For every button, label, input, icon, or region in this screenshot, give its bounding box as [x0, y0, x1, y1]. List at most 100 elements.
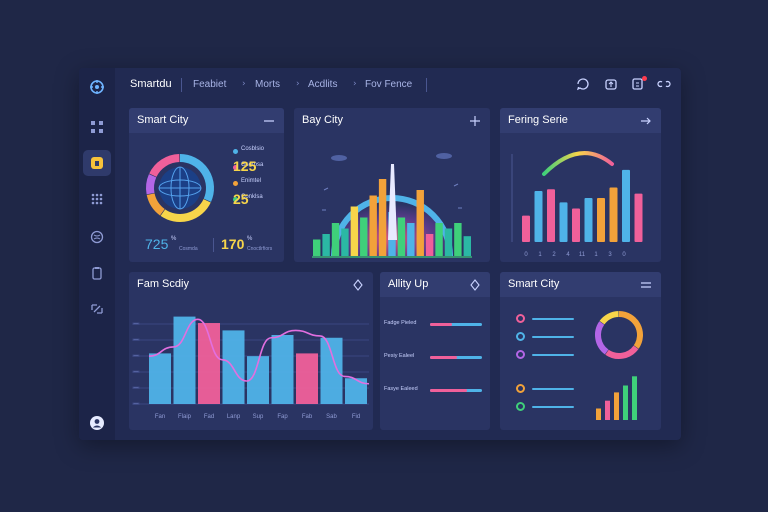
bar — [596, 408, 601, 420]
smart-city-summary-card: Smart City — [500, 272, 661, 430]
x-tick-label: Flaip — [178, 414, 192, 420]
card-header — [500, 108, 661, 133]
share-icon[interactable] — [604, 77, 618, 91]
building — [360, 217, 368, 256]
y-tick — [132, 402, 140, 405]
menu-icon[interactable] — [263, 115, 275, 127]
menu-icon[interactable] — [640, 279, 652, 291]
building — [407, 223, 415, 256]
x-tick-label: Fad — [204, 414, 214, 420]
metric-line — [532, 318, 574, 320]
nav-crumb-4[interactable]: Fov Fence — [365, 79, 413, 90]
y-tick — [132, 322, 140, 325]
stat-value: 725 — [145, 236, 169, 252]
card-title: Bay City — [302, 114, 343, 126]
fam-scdiy-card: Fam Scdiy Fan Flaip Fad Lanp Sup Fap Fab Sab Fid — [129, 272, 373, 430]
trend-line — [148, 318, 370, 385]
user-icon[interactable] — [83, 410, 111, 436]
card-title: Fam Scdiy — [137, 278, 189, 290]
progress-fill — [430, 389, 468, 392]
bar — [198, 323, 220, 404]
stat-unit: % — [171, 236, 177, 242]
chevron-right-icon: › — [296, 79, 300, 89]
legend-dot — [233, 149, 238, 154]
logo-icon[interactable] — [83, 74, 111, 100]
bar — [622, 169, 630, 242]
pin-icon[interactable] — [352, 279, 364, 291]
x-tick-label: Sup — [253, 414, 264, 420]
legend-label: Cosblsio — [241, 146, 265, 152]
ring-segment — [146, 193, 165, 216]
status-dot — [516, 384, 525, 393]
analytics-icon[interactable] — [83, 296, 111, 322]
building — [350, 206, 359, 256]
progress-label: Fasye Ealeed — [384, 386, 418, 392]
trend-arc — [542, 151, 614, 176]
nav-crumb-1[interactable]: Feabiet — [193, 79, 227, 90]
card-title: Allity Up — [388, 278, 429, 290]
notification-icon[interactable] — [631, 77, 645, 91]
metric-line — [532, 388, 574, 390]
bar — [559, 202, 568, 242]
card-title: Fering Serie — [508, 114, 568, 126]
progress-track — [430, 356, 482, 359]
progress-track — [430, 323, 482, 326]
dashboard-window: Smartdu Feabiet › Morts › Acdlits › Fov … — [79, 68, 681, 440]
clipboard-icon[interactable] — [83, 260, 111, 286]
chevron-right-icon: › — [242, 79, 246, 89]
bar — [609, 187, 618, 242]
progress-fill — [430, 323, 452, 326]
bar — [547, 189, 555, 242]
chat-icon[interactable] — [576, 77, 590, 91]
ring-segment — [179, 154, 214, 202]
pin-icon[interactable] — [469, 279, 481, 291]
bar — [614, 392, 619, 420]
x-tick-label: 1 — [594, 252, 598, 258]
y-tick — [132, 370, 140, 373]
globe-icon[interactable] — [83, 224, 111, 250]
bar — [623, 385, 628, 420]
allity-up-card: Allity Up Fadge Pieled Pesiy Ealeel Fasye … — [380, 272, 490, 430]
building — [369, 195, 377, 256]
card-header — [129, 108, 284, 133]
bar — [522, 215, 530, 242]
ring-chart — [595, 311, 643, 359]
link-icon[interactable] — [657, 77, 671, 91]
x-tick-label: 0 — [622, 252, 626, 258]
grid-icon[interactable] — [83, 114, 111, 140]
nav-crumb-3[interactable]: Acdlits — [308, 79, 338, 90]
apps-icon[interactable] — [83, 186, 111, 212]
card-header — [500, 272, 661, 297]
fering-serie-card: Fering Serie 0 1 2 4 11 1 3 0 — [500, 108, 661, 262]
legend-label: Enimtel — [241, 178, 262, 184]
divider — [213, 238, 214, 252]
building — [416, 190, 424, 256]
legend-dot — [233, 165, 238, 170]
expand-icon[interactable] — [469, 115, 481, 127]
sidebar — [79, 68, 115, 440]
y-tick — [132, 386, 140, 389]
x-tick-label: 1 — [538, 252, 542, 258]
ring-segment — [599, 311, 619, 325]
bar — [584, 198, 593, 242]
legend-label: Gsotbsa — [241, 162, 264, 168]
arrow-right-icon[interactable] — [640, 115, 652, 127]
x-tick-label: 4 — [566, 252, 570, 258]
nav-crumb-2[interactable]: Morts — [255, 79, 280, 90]
home-icon[interactable] — [83, 150, 111, 176]
status-dot — [516, 332, 525, 341]
spire-icon — [388, 164, 397, 240]
x-tick-label: Fid — [352, 414, 360, 420]
bar — [345, 378, 367, 404]
x-tick-label: 11 — [579, 252, 586, 258]
legend-dot — [233, 181, 238, 186]
building — [322, 234, 330, 256]
progress-track — [430, 389, 482, 392]
x-tick-label: Fan — [155, 414, 165, 420]
divider — [426, 78, 427, 92]
bar — [632, 376, 637, 420]
metric-line — [532, 354, 574, 356]
bay-city-card: Bay City — [294, 108, 490, 262]
stat-label: Cosmda — [179, 246, 198, 252]
bar — [605, 400, 610, 420]
